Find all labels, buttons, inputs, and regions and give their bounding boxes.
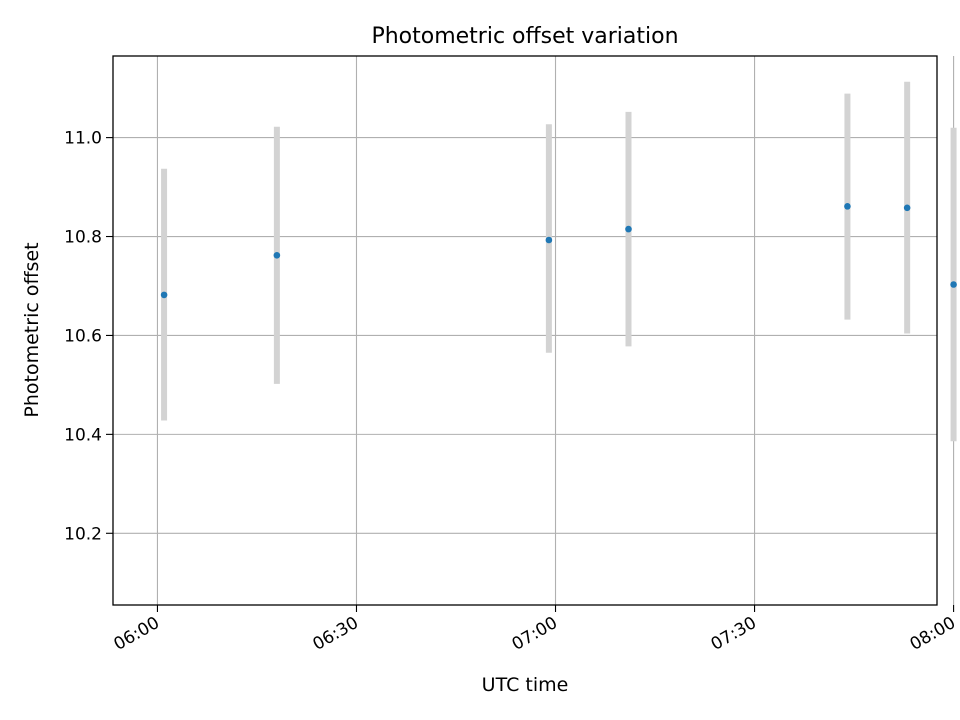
data-point	[950, 281, 957, 288]
data-points	[160, 203, 957, 299]
data-point	[545, 236, 553, 244]
y-tick-label: 10.4	[64, 425, 102, 445]
y-tick-label: 11.0	[64, 129, 102, 149]
chart-title: Photometric offset variation	[371, 24, 678, 49]
data-point	[160, 291, 168, 299]
y-tick-label: 10.2	[64, 524, 102, 544]
y-axis-label: Photometric offset	[21, 242, 43, 417]
data-point	[844, 203, 851, 210]
data-point	[903, 204, 911, 212]
plot-frame	[112, 55, 938, 606]
y-tick-label: 10.8	[64, 228, 102, 248]
x-axis-label: UTC time	[482, 674, 569, 696]
data-point	[273, 252, 281, 259]
data-point	[625, 225, 632, 233]
y-axis-ticks: 10.2 10.4 10.6 10.8 11.0	[64, 129, 113, 544]
y-tick-label: 10.6	[64, 326, 102, 346]
